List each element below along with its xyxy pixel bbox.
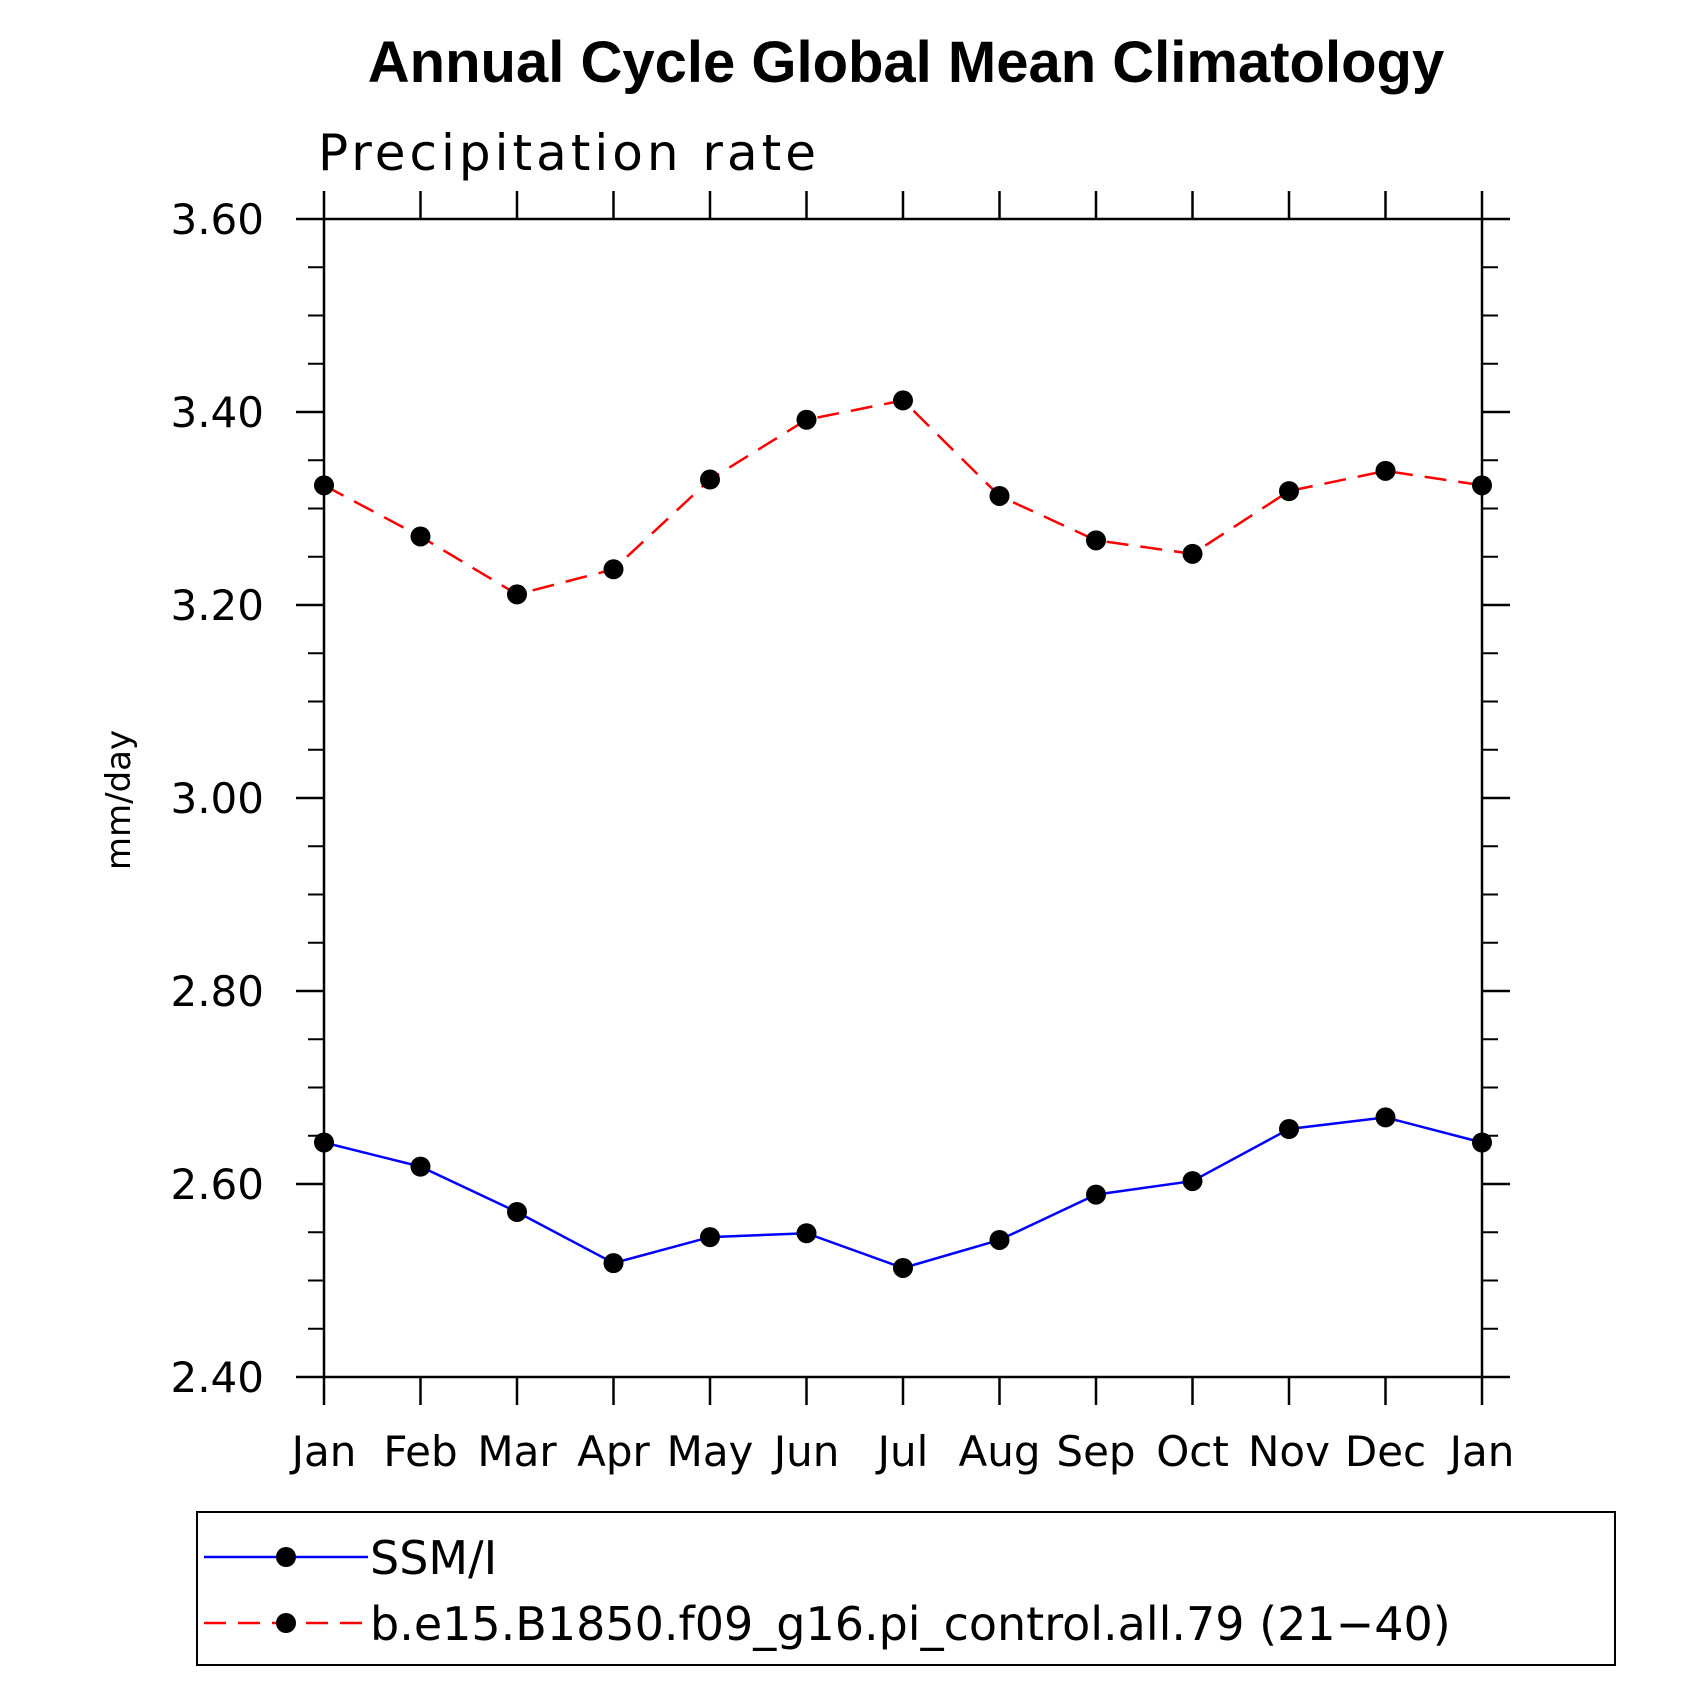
x-tick-label: Apr xyxy=(577,1427,650,1476)
x-tick-label: Jun xyxy=(771,1427,840,1476)
series-0-point xyxy=(603,1253,624,1274)
series-0-point xyxy=(1182,1171,1203,1192)
series-0-point xyxy=(1375,1107,1396,1128)
y-tick-label: 3.60 xyxy=(170,195,264,244)
series-1-point xyxy=(1375,460,1396,481)
x-tick-label: Feb xyxy=(383,1427,457,1476)
y-tick-label: 2.80 xyxy=(170,967,264,1016)
series-1-point xyxy=(1279,481,1299,502)
legend-box xyxy=(196,1511,1616,1666)
series-0-point xyxy=(410,1156,431,1177)
y-tick-label: 2.60 xyxy=(170,1160,264,1209)
series-0-point xyxy=(796,1223,817,1244)
x-tick-label: Jan xyxy=(289,1427,357,1476)
axes: 2.40 2.60 2.80 3.00 3.20 3.40 3.60 Jan Feb Mar Apr… xyxy=(170,191,1514,1476)
x-tick-label: Sep xyxy=(1056,1427,1135,1476)
series-0-point xyxy=(1472,1132,1492,1153)
legend-marker-1 xyxy=(276,1613,296,1633)
series-1-point xyxy=(893,390,913,411)
series-1-point xyxy=(507,584,527,605)
series-1-point xyxy=(796,409,817,430)
series-0-point xyxy=(893,1257,913,1278)
x-tick-label: Jan xyxy=(1447,1427,1515,1476)
series-line-1 xyxy=(323,399,1483,596)
series-1-point xyxy=(314,475,334,496)
legend-marker-0 xyxy=(276,1547,296,1567)
x-tick-label: Mar xyxy=(477,1427,557,1476)
series-1-point xyxy=(410,526,431,547)
x-tick-label: Aug xyxy=(958,1427,1040,1476)
series-0-point xyxy=(1086,1184,1106,1205)
series-0-point xyxy=(700,1227,720,1248)
x-tick-label: Oct xyxy=(1156,1427,1229,1476)
series-layer xyxy=(314,390,1492,1278)
chart-title: Annual Cycle Global Mean Climatology xyxy=(368,30,1444,95)
x-tick-label: Jul xyxy=(875,1427,929,1476)
legend: SSM/I b.e15.B1850.f09_g16.pi_control.all.… xyxy=(204,1531,1451,1651)
x-tick-label: May xyxy=(667,1427,754,1476)
series-0-point xyxy=(1279,1118,1299,1139)
series-0-point xyxy=(507,1201,527,1222)
legend-label-0: SSM/I xyxy=(370,1531,497,1585)
series-0-point xyxy=(314,1132,334,1153)
y-tick-label: 3.20 xyxy=(170,581,264,630)
y-tick-label: 3.00 xyxy=(170,774,264,823)
legend-label-1: b.e15.B1850.f09_g16.pi_control.all.79 (2… xyxy=(370,1597,1451,1651)
series-1-point xyxy=(1182,543,1203,564)
series-1-point xyxy=(700,469,720,490)
series-0-point xyxy=(989,1229,1010,1250)
y-axis-label: mm/day xyxy=(99,730,139,870)
y-tick-label: 3.40 xyxy=(170,388,264,437)
x-tick-label: Dec xyxy=(1345,1427,1426,1476)
series-1-point xyxy=(603,559,624,580)
y-tick-label: 2.40 xyxy=(170,1353,264,1402)
x-tick-label: Nov xyxy=(1248,1427,1330,1476)
series-1-point xyxy=(989,485,1010,506)
series-line-0 xyxy=(323,1116,1483,1270)
chart-subtitle: Precipitation rate xyxy=(318,124,820,182)
series-1-point xyxy=(1472,475,1492,496)
series-1-point xyxy=(1086,530,1106,551)
